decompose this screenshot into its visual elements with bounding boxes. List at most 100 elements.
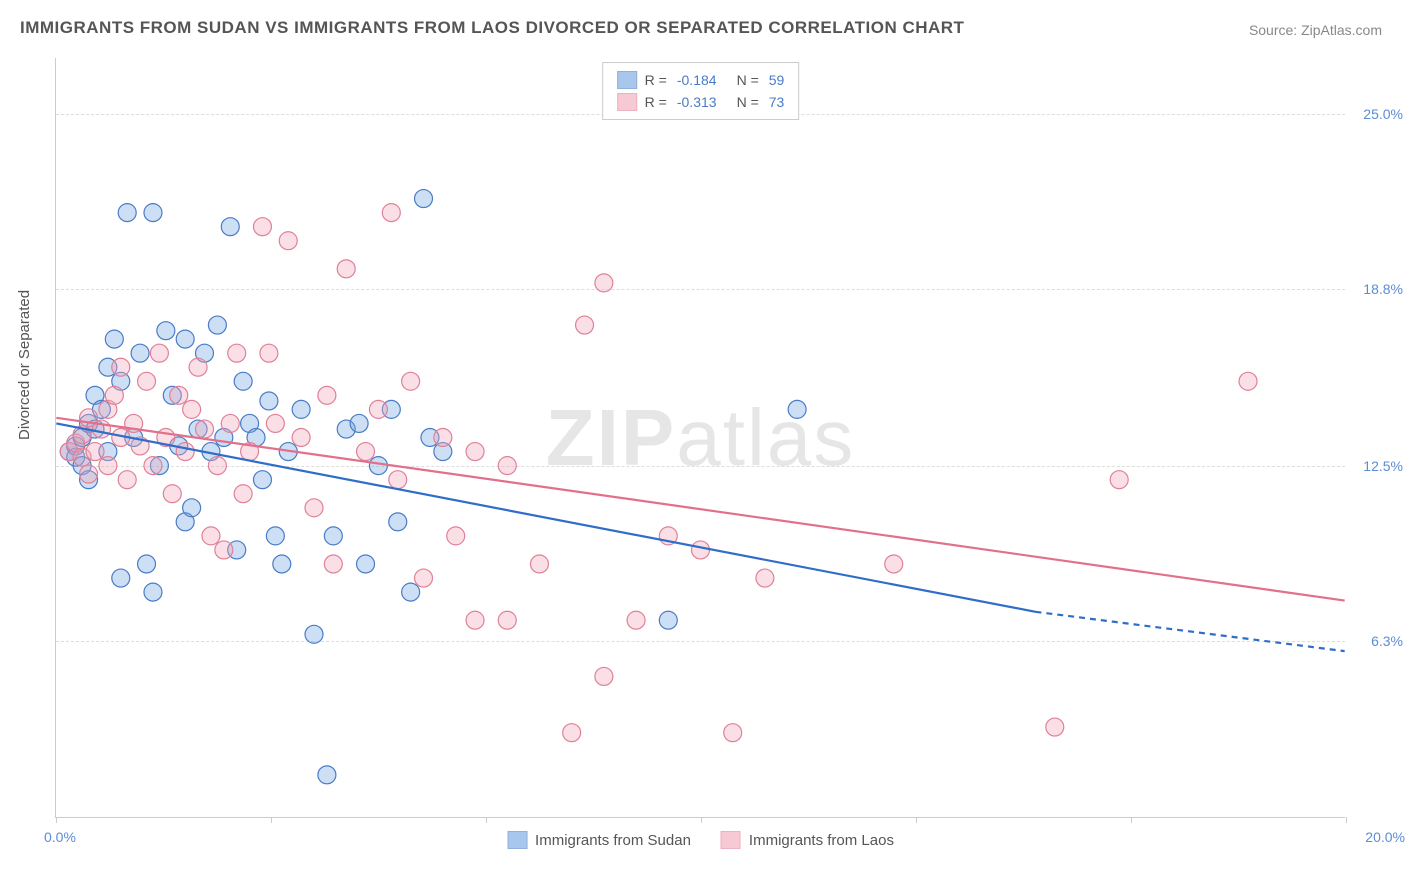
swatch-sudan (617, 71, 637, 89)
trend-line-extrapolated (1035, 612, 1344, 651)
data-point (234, 485, 252, 503)
data-point (788, 400, 806, 418)
data-point (105, 330, 123, 348)
data-point (756, 569, 774, 587)
data-point (253, 218, 271, 236)
data-point (389, 471, 407, 489)
data-point (221, 218, 239, 236)
data-point (415, 569, 433, 587)
data-point (189, 358, 207, 376)
data-point (144, 583, 162, 601)
data-point (369, 400, 387, 418)
series-legend: Immigrants from Sudan Immigrants from La… (507, 831, 894, 849)
data-point (292, 400, 310, 418)
r-label: R = (645, 72, 667, 88)
data-point (350, 414, 368, 432)
data-point (324, 527, 342, 545)
data-point (215, 541, 233, 559)
data-point (595, 667, 613, 685)
swatch-laos-bottom (721, 831, 741, 849)
series-name-laos: Immigrants from Laos (749, 832, 894, 849)
x-tick (1346, 817, 1347, 823)
data-point (337, 260, 355, 278)
r-value-laos: -0.313 (677, 94, 717, 110)
data-point (266, 527, 284, 545)
data-point (176, 443, 194, 461)
r-value-sudan: -0.184 (677, 72, 717, 88)
data-point (402, 583, 420, 601)
x-tick (486, 817, 487, 823)
data-point (131, 344, 149, 362)
data-point (415, 190, 433, 208)
data-point (138, 555, 156, 573)
swatch-sudan-bottom (507, 831, 527, 849)
n-label: N = (737, 94, 759, 110)
data-point (498, 611, 516, 629)
data-point (279, 232, 297, 250)
data-point (357, 555, 375, 573)
chart-title: IMMIGRANTS FROM SUDAN VS IMMIGRANTS FROM… (20, 18, 964, 38)
x-tick (271, 817, 272, 823)
y-tick-label: 12.5% (1363, 458, 1403, 474)
data-point (228, 344, 246, 362)
data-point (402, 372, 420, 390)
data-point (118, 471, 136, 489)
data-point (692, 541, 710, 559)
data-point (112, 569, 130, 587)
data-point (183, 499, 201, 517)
data-point (305, 499, 323, 517)
data-point (260, 392, 278, 410)
x-tick (701, 817, 702, 823)
data-point (266, 414, 284, 432)
data-point (144, 457, 162, 475)
series-name-sudan: Immigrants from Sudan (535, 832, 691, 849)
data-point (1239, 372, 1257, 390)
data-point (196, 420, 214, 438)
data-point (208, 316, 226, 334)
y-tick-label: 6.3% (1371, 633, 1403, 649)
r-label: R = (645, 94, 667, 110)
data-point (221, 414, 239, 432)
data-point (447, 527, 465, 545)
y-tick-label: 25.0% (1363, 106, 1403, 122)
data-point (389, 513, 407, 531)
y-tick-label: 18.8% (1363, 281, 1403, 297)
data-point (530, 555, 548, 573)
data-point (183, 400, 201, 418)
data-point (99, 457, 117, 475)
data-point (163, 485, 181, 503)
x-tick (1131, 817, 1132, 823)
data-point (318, 766, 336, 784)
data-point (260, 344, 278, 362)
data-point (86, 443, 104, 461)
data-point (80, 465, 98, 483)
data-point (292, 429, 310, 447)
data-point (466, 611, 484, 629)
data-point (150, 344, 168, 362)
data-point (724, 724, 742, 742)
data-point (202, 527, 220, 545)
x-axis-min-label: 0.0% (44, 829, 76, 845)
x-tick (56, 817, 57, 823)
data-point (885, 555, 903, 573)
legend-row-laos: R = -0.313 N = 73 (617, 91, 785, 113)
correlation-legend: R = -0.184 N = 59 R = -0.313 N = 73 (602, 62, 800, 120)
data-point (273, 555, 291, 573)
n-value-sudan: 59 (769, 72, 785, 88)
data-point (563, 724, 581, 742)
trend-line (56, 423, 1035, 611)
data-point (498, 457, 516, 475)
data-point (144, 204, 162, 222)
data-point (176, 330, 194, 348)
data-point (305, 625, 323, 643)
data-point (157, 322, 175, 340)
trend-line (56, 418, 1344, 601)
data-point (369, 457, 387, 475)
n-value-laos: 73 (769, 94, 785, 110)
legend-item-sudan: Immigrants from Sudan (507, 831, 691, 849)
data-point (318, 386, 336, 404)
x-axis-max-label: 20.0% (1365, 829, 1405, 845)
n-label: N = (737, 72, 759, 88)
source-attribution: Source: ZipAtlas.com (1249, 22, 1382, 38)
data-point (234, 372, 252, 390)
